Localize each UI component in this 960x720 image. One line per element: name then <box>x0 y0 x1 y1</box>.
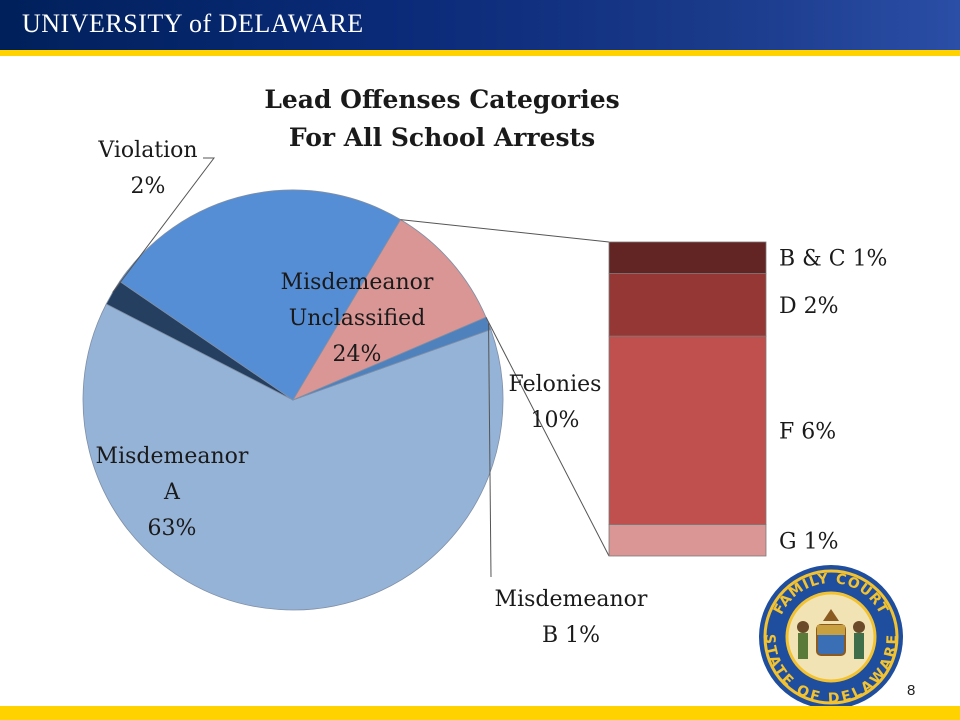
family-court-seal-icon: FAMILY COURT STATE OF DELAWARE <box>759 565 903 709</box>
pie-label-violation-line-1: Violation <box>97 138 197 163</box>
footer-bar <box>0 706 960 720</box>
chart-title: Lead Offenses Categories <box>264 85 619 114</box>
bar-label-g: G 1% <box>779 529 838 554</box>
chart-subtitle: For All School Arrests <box>289 123 595 152</box>
pie-label-misdemeanor-unclassified-line-2: Unclassified <box>289 306 426 331</box>
breakdown-bar-group <box>608 241 767 557</box>
pie-slice-misdemeanor-unclassified <box>119 189 402 401</box>
bar-segment-d <box>608 272 767 337</box>
page-number: 8 <box>907 682 916 699</box>
leader-line-violation <box>112 157 216 293</box>
pie-label-misdemeanor-a-line-3: 63% <box>148 516 197 541</box>
bar-label-d: D 2% <box>779 294 839 319</box>
pie-label-felonies-line-2: 10% <box>531 408 580 433</box>
pie-label-misdemeanor-unclassified-line-1: Misdemeanor <box>281 270 434 295</box>
pie-group <box>82 189 504 611</box>
connector-top <box>400 219 610 243</box>
pie-label-misdemeanor-unclassified-line-3: 24% <box>333 342 382 367</box>
pie-slice-misdemeanor-a <box>82 303 504 611</box>
pie-label-violation-line-2: 2% <box>131 174 166 199</box>
header-rule <box>0 50 960 56</box>
logo-text: UNIVERSITY of DELAWARE <box>22 9 364 38</box>
pie-label-felonies-line-1: Felonies <box>509 372 602 397</box>
chart-title-group: Lead Offenses Categories For All School … <box>264 85 619 152</box>
header-bar: UNIVERSITY of DELAWARE <box>0 0 960 50</box>
pie-label-misdemeanor-b-line-1: Misdemeanor <box>495 587 648 612</box>
pie-labels: Misdemeanor A 63% Violation 2% Misdemeanor Unc… <box>96 138 648 648</box>
leader-line-misdemeanor-b <box>488 323 492 578</box>
leader-lines <box>112 157 610 578</box>
bar-label-f: F 6% <box>779 419 836 444</box>
pie-label-misdemeanor-a-line-1: Misdemeanor <box>96 444 249 469</box>
connector-bottom <box>485 317 610 557</box>
bar-segment-f <box>608 335 767 526</box>
bar-segment-g <box>608 524 767 557</box>
bar-label-b-c: B & C 1% <box>779 247 887 272</box>
pie-label-misdemeanor-b-line-2: B 1% <box>542 623 600 648</box>
bar-segment-b-c <box>608 241 767 274</box>
breakdown-labels: B & C 1% D 2% F 6% G 1% <box>779 247 887 555</box>
pie-label-misdemeanor-a-line-2: A <box>163 480 181 505</box>
university-logo: UNIVERSITY of DELAWARE <box>22 9 364 39</box>
pie-slice-felonies <box>292 219 487 401</box>
